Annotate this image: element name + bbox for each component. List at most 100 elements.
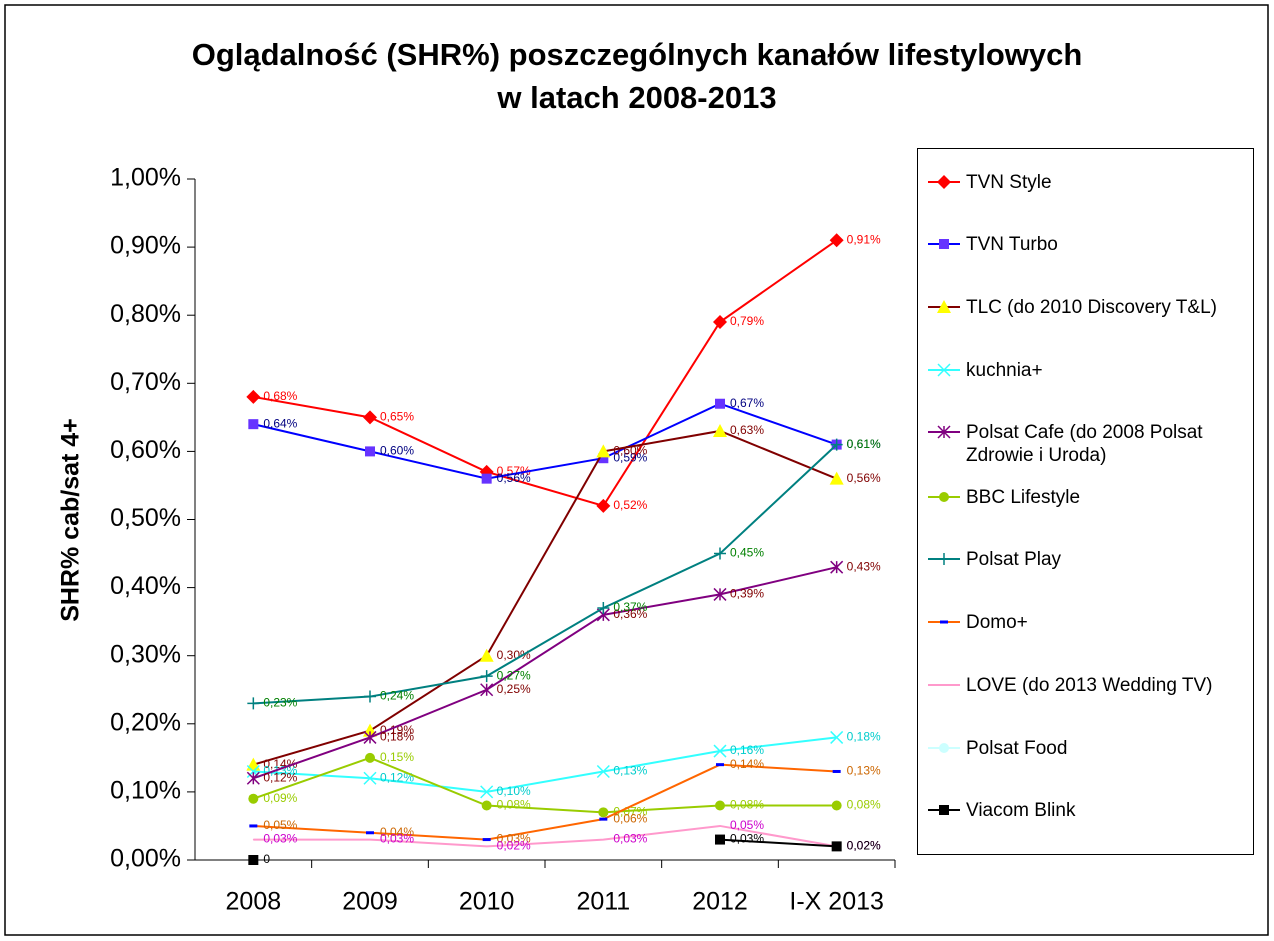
data-label: 0,61% xyxy=(847,437,881,451)
point xyxy=(247,697,260,710)
data-label: 0,91% xyxy=(847,232,881,246)
series-line xyxy=(253,239,838,508)
point xyxy=(481,800,492,811)
series-line xyxy=(253,429,838,766)
series-line xyxy=(719,838,837,848)
data-label: 0,03% xyxy=(380,832,414,846)
legend-label: Domo+ xyxy=(966,612,1028,633)
y-tick-label: 0,80% xyxy=(110,300,181,328)
point xyxy=(713,423,727,437)
legend-swatch xyxy=(928,425,960,439)
data-label: 0,60% xyxy=(613,444,647,458)
legend-label: TLC (do 2010 Discovery T&L) xyxy=(966,297,1217,318)
legend-marker xyxy=(938,553,950,565)
point xyxy=(364,690,376,703)
point xyxy=(248,855,259,865)
x-tick-label: I-X 2013 xyxy=(789,888,884,916)
point xyxy=(831,800,842,811)
data-label: 0,08% xyxy=(497,798,531,812)
data-label: 0,12% xyxy=(380,770,414,784)
legend-marker xyxy=(939,239,949,249)
data-label: 0,06% xyxy=(613,811,647,825)
series: 0,05% 0,04% 0,03%0,06%0,14% 0,13% xyxy=(249,757,881,846)
legend-marker xyxy=(943,684,945,686)
y-tick-label: 0,30% xyxy=(110,640,181,668)
point xyxy=(480,670,493,683)
series: 0,09% 0,15% 0,08% 0,07% 0,08% 0,08% xyxy=(248,750,881,819)
data-label: 0,02% xyxy=(497,839,531,853)
y-tick-label: 0,90% xyxy=(110,232,181,260)
legend-item: Polsat Food xyxy=(926,737,1252,760)
series: 0,14% 0,19% 0,30% 0,60% 0,63% 0,56% xyxy=(246,423,881,771)
data-label: 0,07% xyxy=(613,805,647,819)
data-label: 0,15% xyxy=(380,750,414,764)
legend-item: Viacom Blink xyxy=(926,799,1252,822)
point xyxy=(830,730,844,744)
data-label: 0,03% xyxy=(263,832,297,846)
point xyxy=(480,785,494,799)
legend-item: Domo+ xyxy=(926,611,1252,634)
data-label: 0,13% xyxy=(263,764,297,778)
data-label: 0,13% xyxy=(613,764,647,778)
point xyxy=(246,389,261,404)
legend-marker xyxy=(939,805,949,815)
point xyxy=(363,730,377,744)
point xyxy=(366,831,374,835)
legend-item: TLC (do 2010 Discovery T&L) xyxy=(926,296,1252,319)
series-line xyxy=(253,756,837,814)
data-label: 0,59% xyxy=(613,450,647,464)
point xyxy=(715,834,725,845)
point xyxy=(249,824,258,828)
x-tick-label: 2009 xyxy=(342,888,398,916)
series-line xyxy=(253,566,837,780)
legend-marker xyxy=(939,492,949,502)
data-label: 0,27% xyxy=(497,668,531,682)
point xyxy=(599,817,608,821)
point xyxy=(248,419,259,430)
y-tick-label: 0,70% xyxy=(110,368,181,396)
data-label: 0,30% xyxy=(497,648,531,662)
legend-swatch xyxy=(928,175,960,189)
data-label: 0,52% xyxy=(613,498,647,512)
legend-swatch xyxy=(928,620,960,624)
legend-item: TVN Turbo xyxy=(926,233,1252,256)
point xyxy=(363,771,377,785)
data-label: 0,37% xyxy=(613,600,647,614)
legend-swatch xyxy=(928,684,960,686)
series: 0,23% 0,24% 0,27% 0,37% 0,45% 0,61% xyxy=(247,437,881,710)
legend-label: LOVE (do 2013 Wedding TV) xyxy=(966,675,1213,696)
point xyxy=(248,793,259,804)
point xyxy=(716,763,724,767)
series: 0,64% 0,60% 0,56% 0,59% 0,67% 0,61% xyxy=(248,396,881,485)
legend-label: Polsat Play xyxy=(966,549,1062,570)
point xyxy=(363,410,377,425)
legend-label: TVN Style xyxy=(966,172,1052,193)
point xyxy=(602,839,604,841)
series: 0,13% 0,12%0,10%0,13%0,16%0,18% xyxy=(246,730,881,799)
legend-label: Polsat Cafe (do 2008 Polsat Zdrowie i Ur… xyxy=(966,422,1203,466)
data-label: 0,02% xyxy=(847,839,881,853)
data-label: 0,39% xyxy=(730,587,764,601)
data-label: 0,25% xyxy=(497,682,531,696)
data-label: 0,02% xyxy=(847,839,881,853)
series: 0,03% 0,03% 0,02% 0,03%0,05%0,02% xyxy=(252,818,881,853)
point xyxy=(365,752,375,763)
point xyxy=(369,839,371,841)
series-line xyxy=(253,824,837,848)
data-label: 0,45% xyxy=(730,546,764,560)
legend-item: Polsat Cafe (do 2008 Polsat Zdrowie i Ur… xyxy=(926,421,1252,467)
data-label: 0,10% xyxy=(497,784,531,798)
point xyxy=(246,764,260,779)
legend-item: Polsat Play xyxy=(926,548,1252,571)
data-label: 0,08% xyxy=(730,798,764,812)
data-label: 0,18% xyxy=(847,730,881,744)
data-label: 0,14% xyxy=(730,757,764,771)
legend-swatch xyxy=(928,492,960,502)
legend-marker xyxy=(940,620,948,624)
series-line xyxy=(253,763,837,841)
legend-item: BBC Lifestyle xyxy=(926,486,1252,509)
data-label: 0,64% xyxy=(263,416,297,430)
y-tick-label: 0,60% xyxy=(110,436,181,464)
y-tick-label: 0,00% xyxy=(110,845,181,873)
data-label: 0,23% xyxy=(263,696,297,710)
